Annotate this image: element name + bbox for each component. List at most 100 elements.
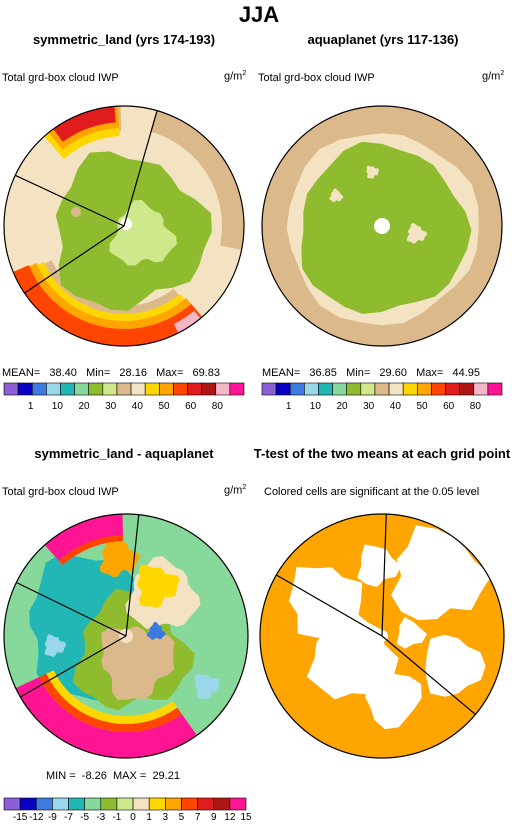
panel-1-max-label: Max= [156, 367, 184, 379]
panel-3-colorbar-label: 9 [211, 812, 217, 823]
panel-2-colorbar-swatch [487, 382, 503, 396]
panel-2-colorbar-swatch [402, 382, 418, 396]
panel-2-colorbar-label: 80 [470, 401, 482, 412]
panel-3-colorbar-label: -15 [13, 812, 28, 823]
panel-4-sector-boundary [381, 514, 387, 637]
panel-4-title: T-test of the two means at each grid poi… [253, 446, 511, 461]
page-title: JJA [238, 2, 280, 27]
panel-3-ring-red-north [58, 535, 124, 566]
panel-2-units: g/m2 [482, 70, 505, 83]
panel-3-max: 29.21 [152, 770, 180, 782]
panel-1-colorbar-swatch [17, 382, 33, 396]
panel-3-colorbar-label: -1 [112, 812, 121, 823]
panel-2-cream-spot [406, 222, 428, 244]
panel-3-map-outline [3, 513, 249, 759]
panel-2-colorbar-swatch [459, 382, 475, 396]
panel-3-colorbar-label: -12 [29, 812, 44, 823]
panel-4-nonsignificant-cell [364, 672, 422, 730]
panel-1-mean-label: MEAN= [2, 367, 41, 379]
panel-1-colorbar-swatch [173, 382, 188, 396]
panel-4-nonsignificant-cell [356, 544, 402, 587]
panel-1-ring-tan-east [150, 106, 244, 251]
panel-1-map [4, 106, 244, 346]
panel-2-max: 44.95 [452, 367, 481, 379]
panel-3-colorbar-swatch [116, 797, 134, 811]
panel-2-max-label: Max= [416, 367, 444, 379]
panel-4-sector-boundary [381, 635, 476, 715]
panel-3-colorbar-label: 7 [195, 812, 201, 823]
panel-1-colorbar-label: 60 [185, 401, 197, 412]
panel-4-nonsignificant-cell [425, 634, 486, 697]
panel-1-colorbar-swatch [187, 382, 202, 396]
panel-3-colorbar-swatch [52, 797, 69, 811]
panel-3-max-label: MAX = [112, 770, 147, 782]
panel-3-colorbar-label: -3 [96, 812, 105, 823]
panel-2-colorbar-label: 30 [363, 401, 375, 412]
panel-3-colorbar [3, 797, 247, 811]
panel-3-colorbar-label: -9 [48, 812, 57, 823]
panel-3-variable-label: Total grd-box cloud IWP [2, 486, 119, 498]
panel-1-colorbar-swatch [31, 382, 47, 396]
panel-2-colorbar-swatch [289, 382, 305, 396]
panel-4-map [260, 514, 504, 758]
panel-3-colorbar-label: 15 [240, 812, 252, 823]
panel-2-mean: 36.85 [309, 367, 337, 379]
panel-1-tan-spot [71, 207, 81, 217]
panel-3-colorbar-label: 3 [163, 812, 169, 823]
panel-1-sector-boundary [24, 225, 125, 294]
panel-2-min-label: Min= [346, 367, 371, 379]
panel-2-colorbar-swatch [374, 382, 390, 396]
panel-2-colorbar-label: 40 [390, 401, 402, 412]
panel-1-colorbar-swatch [201, 382, 217, 396]
panel-3-units: g/m2 [224, 484, 247, 497]
panel-2-colorbar-swatch [332, 382, 348, 396]
panel-3-colorbar-label: -7 [64, 812, 73, 823]
panel-1-colorbar-swatch [144, 382, 160, 396]
panel-3-stats: MIN = -8.26 MAX = 29.21 [46, 770, 180, 782]
panel-3-colorbar-swatch [100, 797, 118, 811]
panel-3-colorbar-label: 0 [130, 812, 136, 823]
panel-4-sector-boundary [276, 574, 383, 637]
panel-2-colorbar-label: 20 [336, 401, 348, 412]
panel-2-colorbar-swatch [416, 382, 432, 396]
panel-3-tan-region [101, 626, 175, 700]
panel-2-title: aquaplanet (yrs 117-136) [307, 32, 459, 47]
panel-3-colorbar-swatch [19, 797, 37, 811]
panel-2-cream-spot [366, 165, 379, 179]
panel-3-orange-region [100, 536, 141, 578]
panel-3-sector-boundary [125, 514, 140, 637]
panel-3-yellow-region [137, 564, 180, 608]
panel-2-colorbar-swatch [275, 382, 291, 396]
panel-2-map-outline [261, 105, 503, 347]
panel-1-ring-south-pink [173, 310, 204, 338]
panel-2-colorbar-swatch [346, 382, 362, 396]
panel-1-min-label: Min= [86, 367, 111, 379]
panel-4-subtitle: Colored cells are significant at the 0.0… [264, 486, 480, 498]
panel-3-lightblue-spot [44, 634, 67, 657]
panel-1-colorbar-swatch [158, 382, 174, 396]
panel-1-colorbar-swatch [130, 382, 146, 396]
panel-3-colorbar-swatch [3, 797, 21, 811]
panel-1-colorbar-label: 30 [105, 401, 117, 412]
panel-3-blue-spot [146, 621, 166, 640]
panel-1-colorbar-swatch [60, 382, 75, 396]
panel-2-colorbar-swatch [318, 382, 333, 396]
panel-2-map [262, 106, 502, 346]
panel-2-colorbar-label: 1 [286, 401, 292, 412]
panel-1-colorbar-swatch [88, 382, 104, 396]
panel-3-ring-pink-north [39, 514, 124, 562]
panel-2-min: 29.60 [379, 367, 407, 379]
panel-3-ring-red-south [39, 673, 182, 732]
panel-3-colorbar-swatch [197, 797, 215, 811]
panel-1-colorbar-swatch [229, 382, 245, 396]
panel-1-colorbar-label: 20 [78, 401, 90, 412]
panel-3-ring-yellow-south [46, 670, 178, 724]
panel-1-colorbar-swatch [102, 382, 118, 396]
panel-2-colorbar-swatch [360, 382, 376, 396]
panel-3-colorbar-swatch [148, 797, 166, 811]
panel-2-colorbar-swatch [388, 382, 404, 396]
panel-3-min-label: MIN = [46, 770, 76, 782]
panel-2-colorbar-swatch [445, 382, 460, 396]
panel-3-title: symmetric_land - aquaplanet [34, 446, 214, 461]
